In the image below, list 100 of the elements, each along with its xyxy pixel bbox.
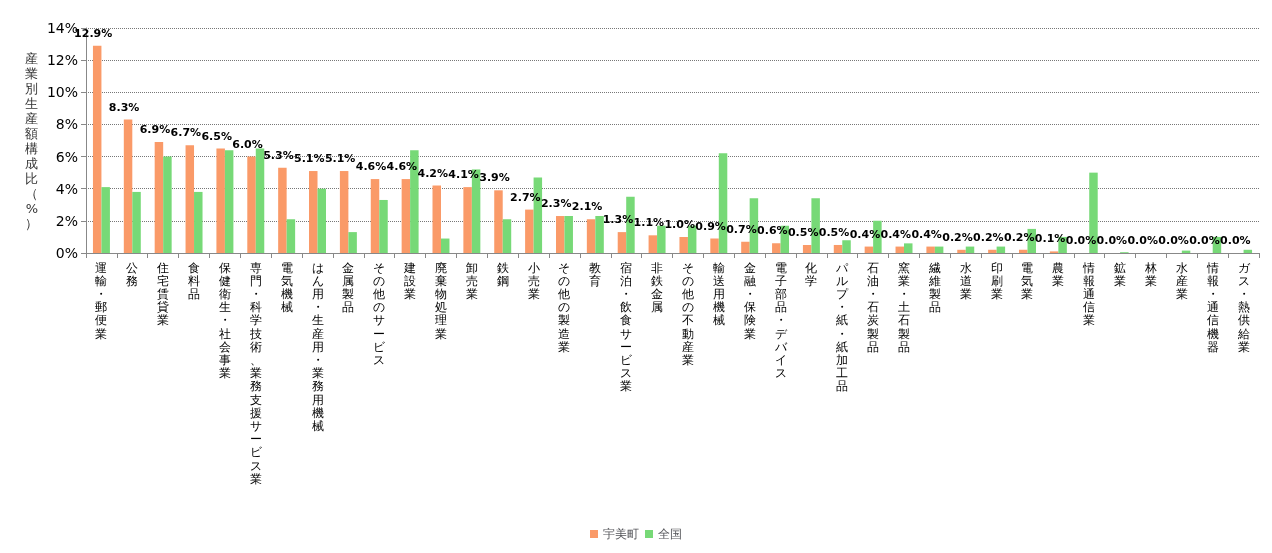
category-label: はん用・生産用・業務用機械 xyxy=(311,260,324,433)
y-tick-label: 0% xyxy=(55,245,78,261)
x-tick-label: 小売業 xyxy=(527,260,540,301)
category-label: 宿泊・飲食サービス業 xyxy=(620,260,633,394)
bar xyxy=(772,243,781,253)
x-tick-label: 公務 xyxy=(126,260,139,288)
data-label: 0.4% xyxy=(911,227,942,241)
x-tick-label: 窯業・土石製品 xyxy=(898,260,911,354)
data-label: 0.0% xyxy=(1158,234,1189,247)
x-tick-label: 情報通信業 xyxy=(1082,260,1096,328)
bar xyxy=(555,216,565,253)
x-tick-label: その他のサービス xyxy=(373,260,387,367)
x-tick-label: 鉄鋼 xyxy=(496,260,509,288)
x-tick-label: 水道業 xyxy=(959,260,972,301)
category-label: 専門・科学技術、業務支援サービス業 xyxy=(249,260,262,486)
bar xyxy=(432,185,441,253)
text: 産業別生産額構成比（%） xyxy=(25,50,38,231)
x-tick-label: 運輸・郵便業 xyxy=(95,260,108,341)
y-tick-label: 12% xyxy=(46,52,78,69)
bar xyxy=(463,187,472,253)
x-tick-label: 金属製品 xyxy=(342,260,355,315)
data-label: 0.2% xyxy=(1003,230,1035,244)
bar xyxy=(348,232,357,253)
x-tick-label: 石油・石炭製品 xyxy=(867,260,880,354)
data-label: 0.6% xyxy=(757,224,788,238)
data-label: 8.3% xyxy=(108,100,140,114)
x-tick-label: 食料品 xyxy=(188,260,201,301)
bar xyxy=(741,241,750,253)
bar xyxy=(842,240,851,253)
bar xyxy=(988,249,997,253)
bar xyxy=(339,171,349,253)
y-tick-label: 4% xyxy=(55,180,78,197)
bar xyxy=(401,179,411,253)
data-label: 0.0% xyxy=(1065,234,1097,247)
bar xyxy=(525,209,534,253)
bar xyxy=(163,156,172,253)
data-label: 0.0% xyxy=(1127,234,1158,247)
x-tick-label: その他の不動産業 xyxy=(681,260,694,367)
bar xyxy=(494,190,503,253)
bar xyxy=(370,179,380,253)
bar xyxy=(502,219,512,253)
category-label: 電子部品・デバイス xyxy=(774,260,787,381)
data-label: 0.7% xyxy=(726,222,757,236)
bar xyxy=(679,236,688,253)
data-label: 5.1% xyxy=(324,152,356,166)
x-tick-label: その他の製造業 xyxy=(558,260,571,354)
category-label: 保健衛生・社会事業 xyxy=(218,260,231,381)
x-tick-label: 印刷業 xyxy=(990,260,1003,301)
data-label: 0.5% xyxy=(787,225,819,239)
data-label: 0.4% xyxy=(880,227,912,241)
bar xyxy=(278,167,287,253)
x-tick-label: 化学 xyxy=(805,260,818,288)
data-label: 2.3% xyxy=(540,197,572,211)
bar xyxy=(286,219,296,253)
bar xyxy=(617,232,627,253)
y-tick-label: 8% xyxy=(55,116,78,133)
bar xyxy=(309,171,318,253)
bar xyxy=(132,191,141,253)
data-label: 2.7% xyxy=(510,190,541,204)
x-tick-label: 林業 xyxy=(1143,260,1157,288)
bar xyxy=(123,119,133,253)
y-tick-label: 6% xyxy=(55,148,78,165)
data-label: 6.7% xyxy=(170,126,202,140)
data-label: 4.1% xyxy=(448,168,479,182)
x-tick-label: 農業 xyxy=(1052,260,1065,288)
data-label: 1.0% xyxy=(664,217,695,231)
data-label: 6.0% xyxy=(232,137,263,151)
bar xyxy=(595,216,604,253)
x-tick-label: 住宅賃貸業 xyxy=(156,260,170,328)
y-tick-label: 10% xyxy=(46,84,78,101)
data-label: 0.2% xyxy=(942,230,973,244)
bar xyxy=(92,45,102,253)
x-tick-label: 卸売業 xyxy=(465,260,478,301)
bar xyxy=(216,148,225,253)
data-label: 4.2% xyxy=(417,166,448,180)
data-label: 6.9% xyxy=(139,123,171,137)
x-tick-label: 情報・通信機器 xyxy=(1205,260,1219,354)
y-tick-label: 2% xyxy=(55,212,78,229)
category-label: パルプ・紙・紙加工品 xyxy=(836,260,849,394)
bar xyxy=(904,243,913,253)
data-label: 6.5% xyxy=(201,129,232,143)
data-label: 2.1% xyxy=(571,200,603,214)
x-tick-label: 鉱業 xyxy=(1114,260,1127,288)
data-label: 0.5% xyxy=(818,225,850,239)
bar xyxy=(710,238,719,253)
x-tick-label: 教育 xyxy=(589,260,602,288)
bar xyxy=(926,246,935,253)
data-label: 4.6% xyxy=(355,160,387,174)
bar xyxy=(185,145,195,253)
x-tick-label: 輸送用機械 xyxy=(712,260,725,328)
bar xyxy=(379,199,388,253)
data-label: 1.3% xyxy=(602,213,634,227)
x-tick-label: 電気機械 xyxy=(280,260,293,315)
bar xyxy=(802,244,812,253)
data-label: 0.0% xyxy=(1189,234,1220,247)
x-tick-label: 建設業 xyxy=(403,260,417,301)
x-tick-label: 繊維製品 xyxy=(927,260,941,315)
bar xyxy=(586,219,596,253)
x-tick-label: 水産業 xyxy=(1175,260,1188,301)
x-tick-label: 廃棄物処理業 xyxy=(434,260,447,341)
